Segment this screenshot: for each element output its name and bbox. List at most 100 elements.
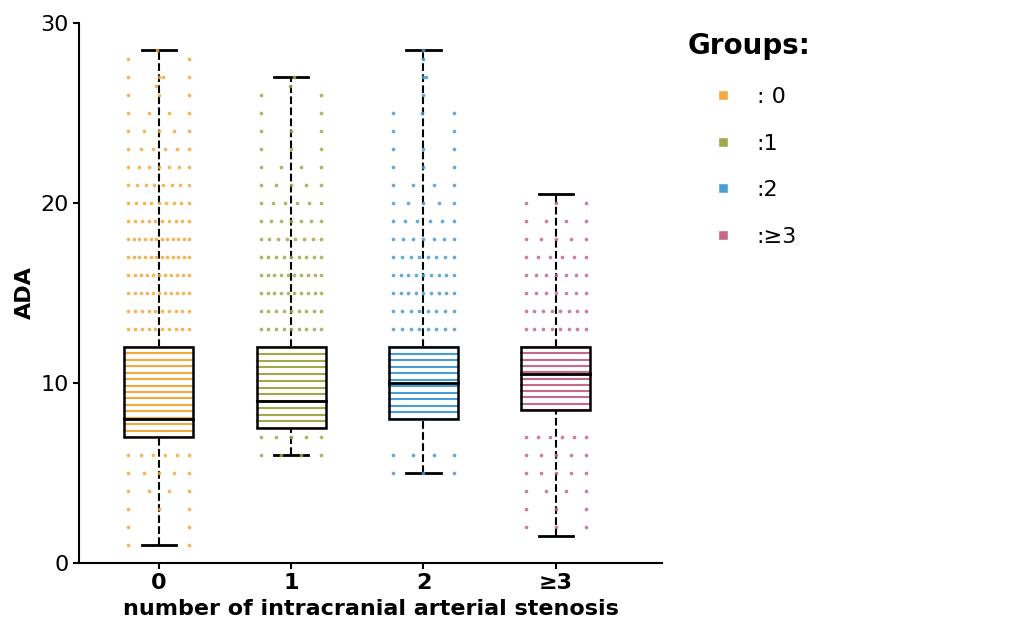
Point bbox=[551, 306, 568, 316]
Point bbox=[578, 450, 594, 460]
Y-axis label: ADA: ADA bbox=[15, 266, 35, 320]
Point bbox=[253, 144, 269, 154]
Point bbox=[154, 324, 170, 334]
Point bbox=[578, 252, 594, 262]
Point bbox=[578, 288, 594, 298]
Point bbox=[551, 324, 568, 334]
Point bbox=[578, 324, 594, 334]
Point bbox=[437, 288, 453, 298]
Point bbox=[384, 450, 400, 460]
Point bbox=[151, 90, 167, 100]
Point bbox=[292, 288, 309, 298]
Point bbox=[384, 252, 400, 262]
Point bbox=[157, 270, 173, 280]
Point bbox=[411, 252, 427, 262]
Point bbox=[180, 234, 197, 244]
Point bbox=[161, 216, 177, 226]
Point bbox=[167, 216, 183, 226]
Point bbox=[313, 162, 329, 172]
Point bbox=[253, 234, 269, 244]
Point bbox=[180, 468, 197, 478]
Point bbox=[127, 324, 144, 334]
Point bbox=[125, 252, 142, 262]
Point bbox=[253, 108, 269, 118]
Point bbox=[180, 252, 197, 262]
Point bbox=[408, 270, 424, 280]
Point bbox=[313, 306, 329, 316]
Point bbox=[260, 306, 276, 316]
Point bbox=[259, 288, 275, 298]
Point bbox=[180, 486, 197, 496]
Point bbox=[384, 108, 400, 118]
Point bbox=[517, 270, 533, 280]
Point bbox=[399, 270, 416, 280]
Point bbox=[141, 324, 157, 334]
Point bbox=[120, 522, 137, 532]
Point bbox=[436, 324, 452, 334]
Point bbox=[136, 198, 152, 208]
Point bbox=[418, 72, 434, 82]
Point bbox=[405, 234, 421, 244]
Point bbox=[127, 216, 144, 226]
Point bbox=[547, 234, 564, 244]
Point bbox=[562, 450, 579, 460]
Point bbox=[147, 324, 163, 334]
Point bbox=[292, 162, 309, 172]
Point bbox=[547, 270, 564, 280]
Point bbox=[273, 270, 289, 280]
Point bbox=[313, 216, 329, 226]
Point bbox=[568, 288, 584, 298]
Point bbox=[131, 252, 148, 262]
Point bbox=[161, 324, 177, 334]
Point bbox=[384, 468, 400, 478]
Point bbox=[562, 468, 579, 478]
Point bbox=[259, 270, 275, 280]
Point bbox=[180, 306, 197, 316]
Legend: : 0, :1, :2, :≥3: : 0, :1, :2, :≥3 bbox=[678, 23, 818, 256]
Point bbox=[415, 90, 431, 100]
Point bbox=[132, 450, 149, 460]
Point bbox=[415, 144, 431, 154]
Point bbox=[282, 252, 299, 262]
Point bbox=[120, 180, 137, 190]
Point bbox=[180, 144, 197, 154]
Point bbox=[384, 234, 400, 244]
Point bbox=[172, 180, 189, 190]
Point bbox=[415, 45, 431, 55]
Point bbox=[268, 306, 284, 316]
Point bbox=[273, 450, 289, 460]
Point bbox=[526, 306, 542, 316]
Point bbox=[278, 234, 294, 244]
Point bbox=[313, 288, 329, 298]
Point bbox=[392, 270, 409, 280]
Point bbox=[560, 306, 577, 316]
Point bbox=[384, 270, 400, 280]
Point bbox=[566, 252, 582, 262]
Point bbox=[541, 252, 557, 262]
Point bbox=[141, 162, 157, 172]
Point bbox=[180, 270, 197, 280]
Point bbox=[415, 72, 431, 82]
Point bbox=[527, 288, 543, 298]
Point bbox=[392, 288, 409, 298]
Point bbox=[445, 144, 462, 154]
Point bbox=[174, 270, 191, 280]
Point bbox=[543, 324, 559, 334]
Point bbox=[428, 324, 444, 334]
Point bbox=[405, 180, 421, 190]
Point bbox=[307, 270, 323, 280]
Point bbox=[517, 486, 533, 496]
Point bbox=[537, 216, 553, 226]
Point bbox=[541, 432, 557, 442]
Point bbox=[557, 288, 574, 298]
Point bbox=[393, 324, 410, 334]
Point bbox=[168, 288, 184, 298]
Point bbox=[120, 72, 137, 82]
Point bbox=[517, 288, 533, 298]
Point bbox=[286, 288, 303, 298]
Point bbox=[298, 432, 314, 442]
Point bbox=[120, 54, 137, 64]
Point bbox=[547, 450, 564, 460]
Point bbox=[282, 324, 299, 334]
Point bbox=[266, 288, 282, 298]
